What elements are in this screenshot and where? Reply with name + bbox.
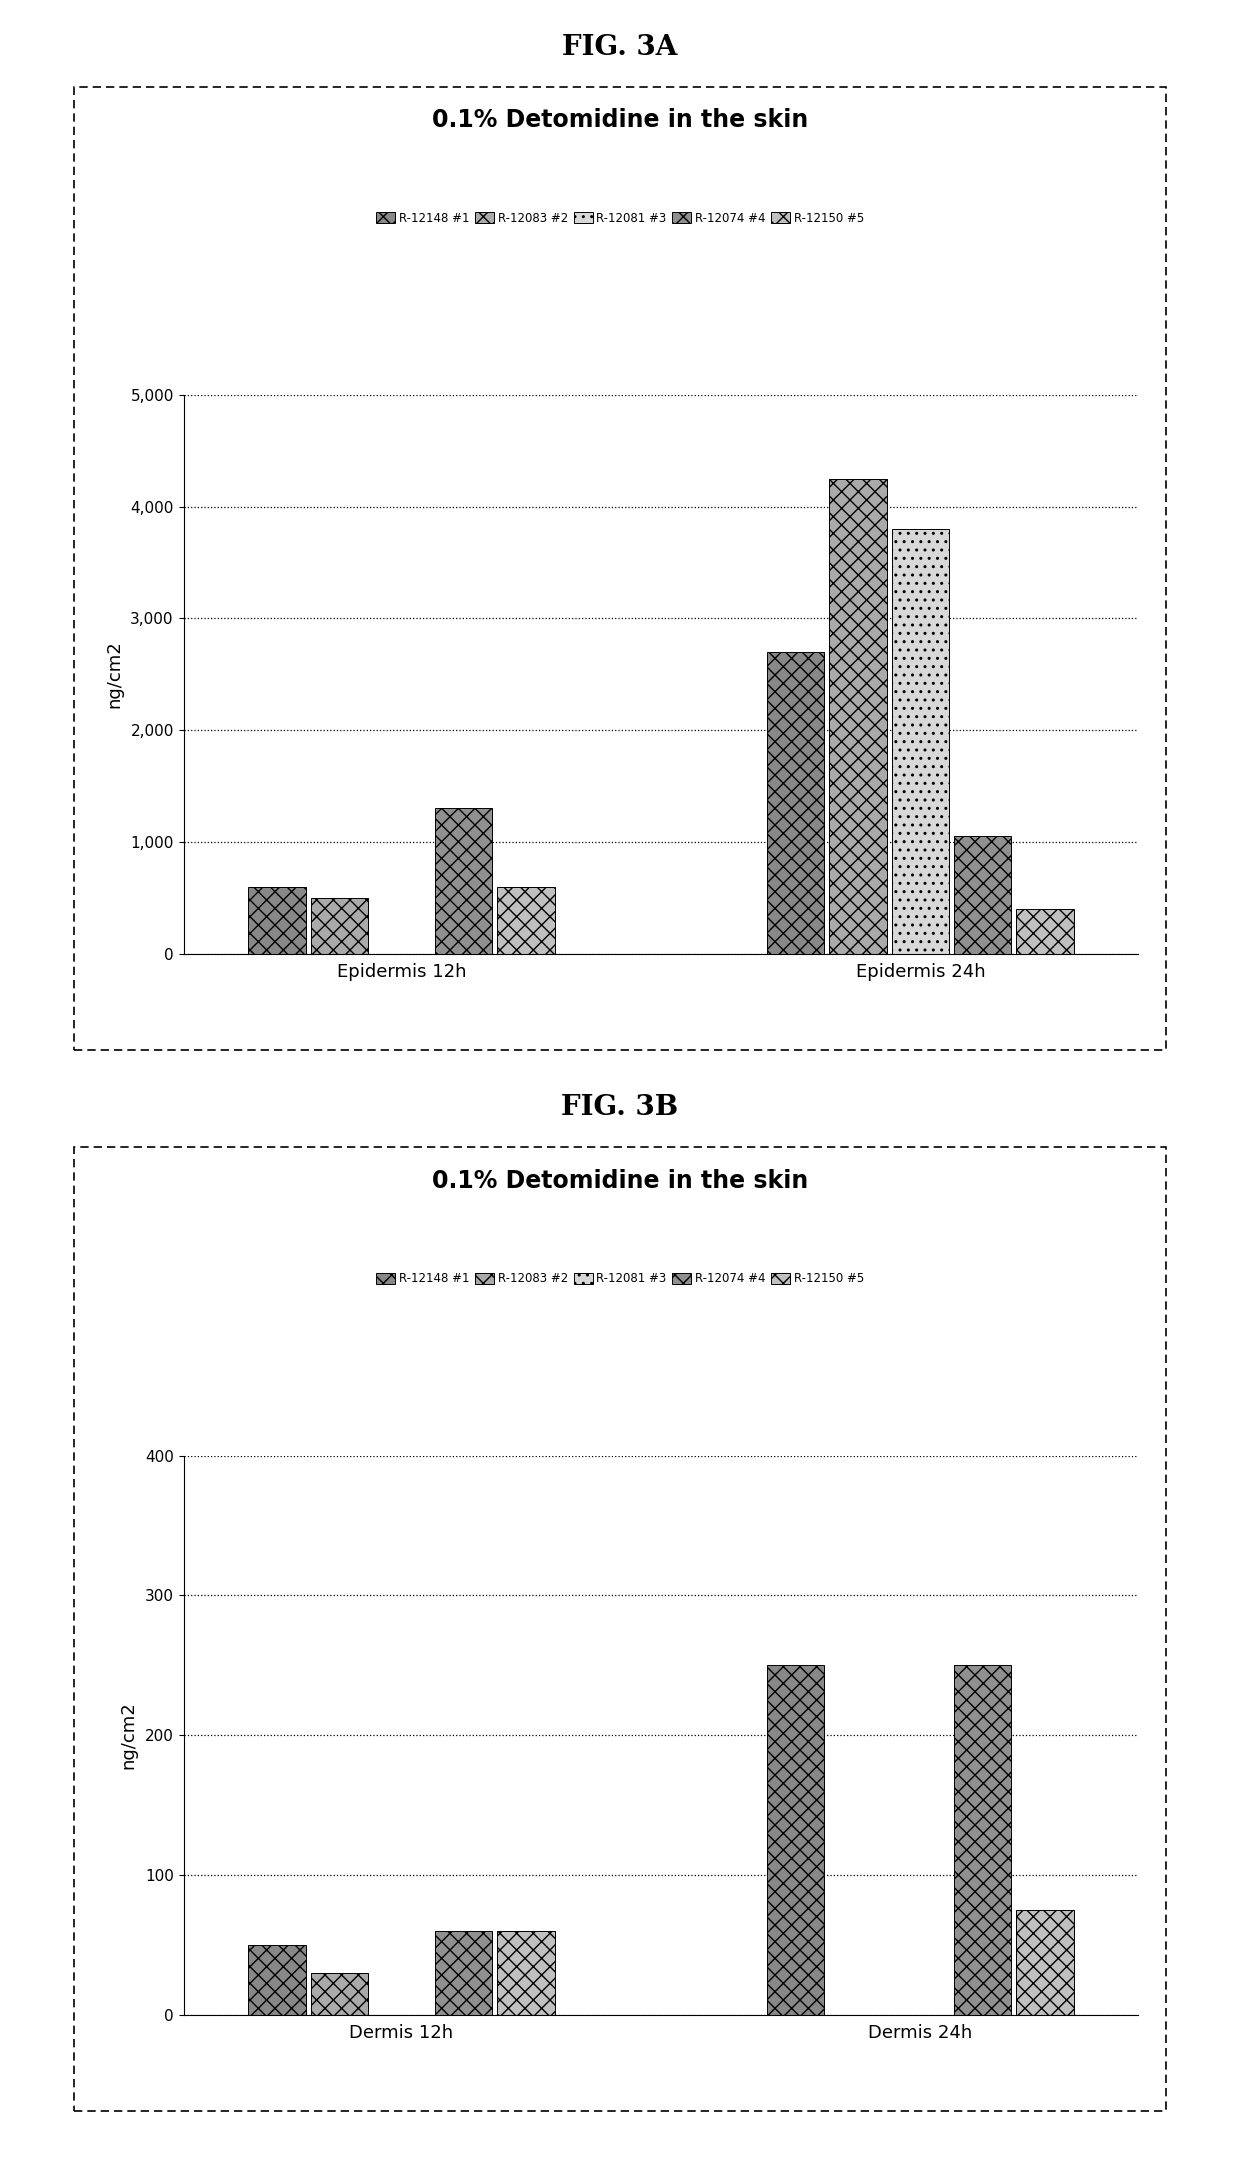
Bar bbox=[768, 1665, 825, 2013]
Bar bbox=[1017, 909, 1074, 955]
Bar bbox=[954, 836, 1012, 955]
Bar bbox=[1017, 1910, 1074, 2013]
Bar bbox=[310, 1972, 368, 2013]
Bar bbox=[892, 528, 949, 955]
Bar bbox=[497, 1931, 554, 2013]
Bar bbox=[497, 888, 554, 955]
Text: FIG. 3B: FIG. 3B bbox=[562, 1095, 678, 1121]
Y-axis label: ng/cm2: ng/cm2 bbox=[105, 641, 123, 708]
Bar bbox=[830, 478, 887, 955]
Bar bbox=[768, 652, 825, 955]
Legend: R-12148 #1, R-12083 #2, R-12081 #3, R-12074 #4, R-12150 #5: R-12148 #1, R-12083 #2, R-12081 #3, R-12… bbox=[376, 212, 864, 225]
Y-axis label: ng/cm2: ng/cm2 bbox=[120, 1702, 138, 1769]
Bar bbox=[248, 888, 305, 955]
Text: FIG. 3A: FIG. 3A bbox=[562, 35, 678, 61]
Text: 0.1% Detomidine in the skin: 0.1% Detomidine in the skin bbox=[432, 108, 808, 132]
Bar bbox=[954, 1665, 1012, 2013]
Legend: R-12148 #1, R-12083 #2, R-12081 #3, R-12074 #4, R-12150 #5: R-12148 #1, R-12083 #2, R-12081 #3, R-12… bbox=[376, 1273, 864, 1286]
Bar bbox=[435, 1931, 492, 2013]
Bar bbox=[310, 898, 368, 955]
Text: 0.1% Detomidine in the skin: 0.1% Detomidine in the skin bbox=[432, 1169, 808, 1193]
Bar bbox=[248, 1944, 305, 2013]
Bar bbox=[435, 808, 492, 955]
